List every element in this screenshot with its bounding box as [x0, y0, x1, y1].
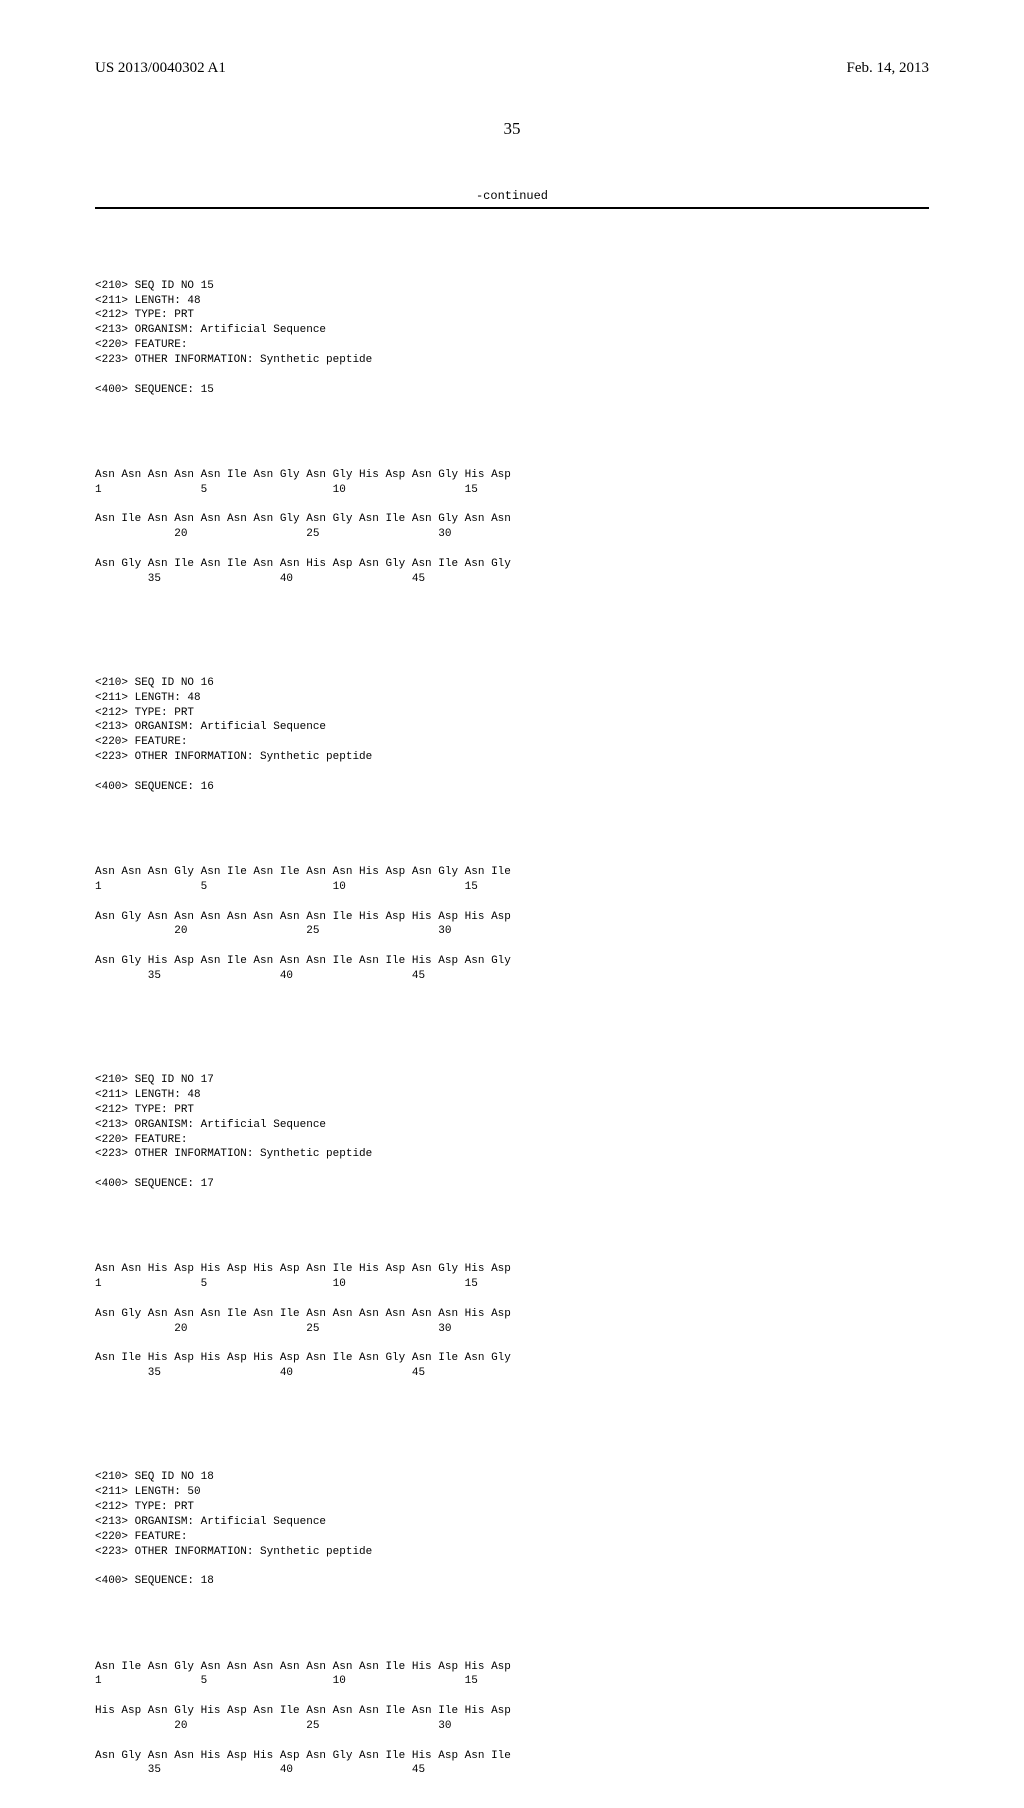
sequence-lines: Asn Asn Asn Gly Asn Ile Asn Ile Asn Asn …: [95, 865, 929, 984]
publication-number: US 2013/0040302 A1: [95, 60, 226, 77]
page-number: 35: [95, 119, 929, 139]
sequence-meta: <210> SEQ ID NO 15 <211> LENGTH: 48 <212…: [95, 279, 929, 398]
patent-page: US 2013/0040302 A1 Feb. 14, 2013 35 -con…: [0, 0, 1024, 1320]
sequence-meta: <210> SEQ ID NO 18 <211> LENGTH: 50 <212…: [95, 1470, 929, 1589]
sequence-meta: <210> SEQ ID NO 16 <211> LENGTH: 48 <212…: [95, 676, 929, 795]
sequence-block-18: <210> SEQ ID NO 18 <211> LENGTH: 50 <212…: [95, 1441, 929, 1808]
continued-label: -continued: [95, 189, 929, 203]
sequence-block-17: <210> SEQ ID NO 17 <211> LENGTH: 48 <212…: [95, 1044, 929, 1411]
sequence-lines: Asn Ile Asn Gly Asn Asn Asn Asn Asn Asn …: [95, 1660, 929, 1779]
sequence-meta: <210> SEQ ID NO 17 <211> LENGTH: 48 <212…: [95, 1073, 929, 1192]
sequence-lines: Asn Asn Asn Asn Asn Ile Asn Gly Asn Gly …: [95, 468, 929, 587]
section-divider: [95, 207, 929, 209]
publication-date: Feb. 14, 2013: [847, 60, 930, 77]
sequence-block-16: <210> SEQ ID NO 16 <211> LENGTH: 48 <212…: [95, 646, 929, 1013]
page-header: US 2013/0040302 A1 Feb. 14, 2013: [95, 60, 929, 77]
sequence-block-15: <210> SEQ ID NO 15 <211> LENGTH: 48 <212…: [95, 249, 929, 616]
sequence-lines: Asn Asn His Asp His Asp His Asp Asn Ile …: [95, 1262, 929, 1381]
